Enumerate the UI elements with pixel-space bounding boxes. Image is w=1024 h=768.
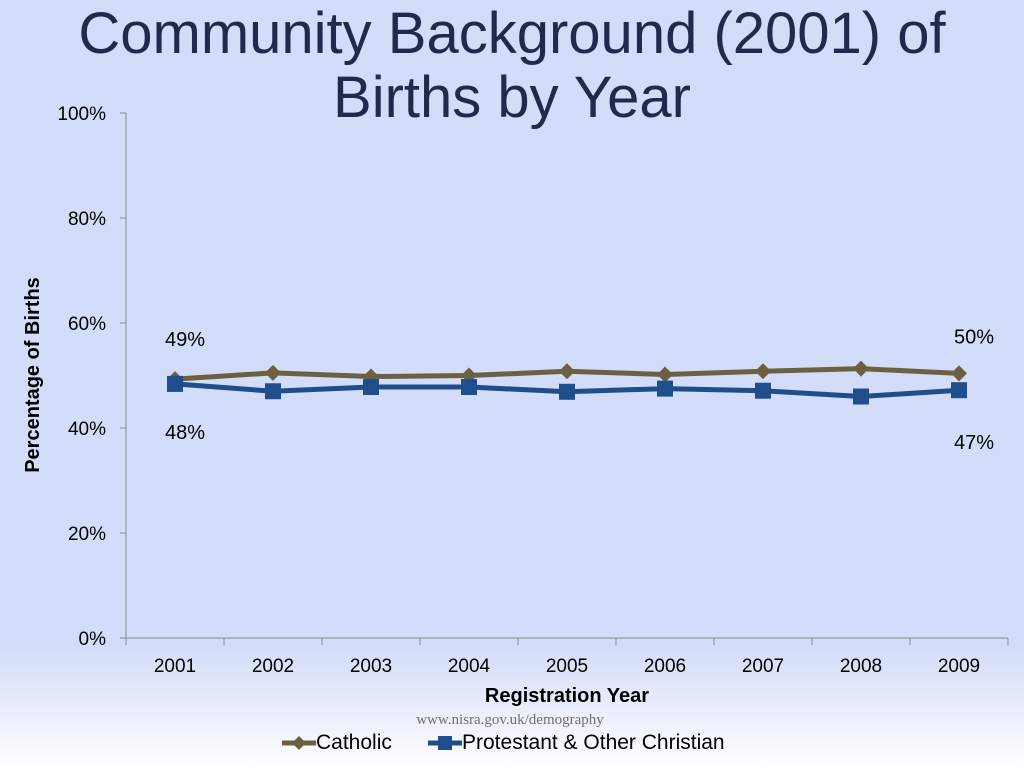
x-tick-label: 2006 <box>644 656 686 677</box>
x-tick-label: 2001 <box>154 656 196 677</box>
legend-label-protestant: Protestant & Other Christian <box>462 731 725 754</box>
data-point-diamond <box>657 366 673 383</box>
title-line-2: Births by Year <box>333 65 691 130</box>
y-tick-label: 20% <box>68 524 106 545</box>
source-url: www.nisra.gov.uk/demography <box>416 712 604 728</box>
legend-marker-protestant <box>428 736 462 750</box>
y-axis: 0% 20% 40% 60% 80% 100% <box>57 104 127 650</box>
x-axis-title: Registration Year <box>485 685 649 707</box>
x-tick-label: 2008 <box>840 656 882 677</box>
data-label: 50% <box>954 326 994 348</box>
legend-item-catholic: Catholic <box>282 728 392 758</box>
y-tick-label: 80% <box>68 209 106 230</box>
data-point-square <box>853 388 869 405</box>
y-tick-label: 60% <box>68 314 106 335</box>
legend: Catholic Protestant & Other Christian <box>0 728 1024 758</box>
x-tick-label: 2009 <box>938 656 980 677</box>
x-tick-label: 2005 <box>546 656 588 677</box>
data-point-diamond <box>559 363 575 380</box>
data-point-square <box>559 383 575 400</box>
data-point-square <box>657 380 673 397</box>
data-point-diamond <box>755 363 771 380</box>
series-protestant <box>167 375 967 405</box>
y-tick-label: 40% <box>68 419 106 440</box>
legend-marker-catholic <box>282 736 316 750</box>
x-tick-label: 2004 <box>448 656 491 677</box>
data-point-diamond <box>951 365 967 382</box>
legend-item-protestant: Protestant & Other Christian <box>428 728 725 758</box>
data-labels: 49% 50% 48% 47% <box>165 326 994 454</box>
data-point-square <box>755 382 771 399</box>
series-catholic <box>167 360 967 388</box>
x-axis: 2001 2002 2003 2004 2005 2006 2007 2008 2009 <box>125 637 1009 677</box>
x-tick-label: 2002 <box>252 656 294 677</box>
title-line-1: Community Background (2001) of <box>78 1 946 66</box>
y-axis-title: Percentage of Births <box>22 277 44 473</box>
data-point-square <box>265 383 281 400</box>
data-point-square <box>363 379 379 396</box>
series-layer <box>167 360 967 405</box>
y-tick-label: 100% <box>57 104 106 125</box>
data-label: 48% <box>165 422 205 444</box>
legend-label-catholic: Catholic <box>316 731 392 754</box>
x-tick-label: 2003 <box>350 656 392 677</box>
data-point-square <box>461 379 477 396</box>
x-tick-label: 2007 <box>742 656 784 677</box>
data-point-diamond <box>853 360 869 377</box>
data-label: 49% <box>165 329 205 351</box>
data-label: 47% <box>954 432 994 454</box>
data-point-diamond <box>265 364 281 381</box>
data-point-square <box>167 375 183 392</box>
slide-title: Community Background (2001) of Births by… <box>0 0 1024 130</box>
data-point-square <box>951 382 967 399</box>
y-tick-label: 0% <box>79 629 107 650</box>
